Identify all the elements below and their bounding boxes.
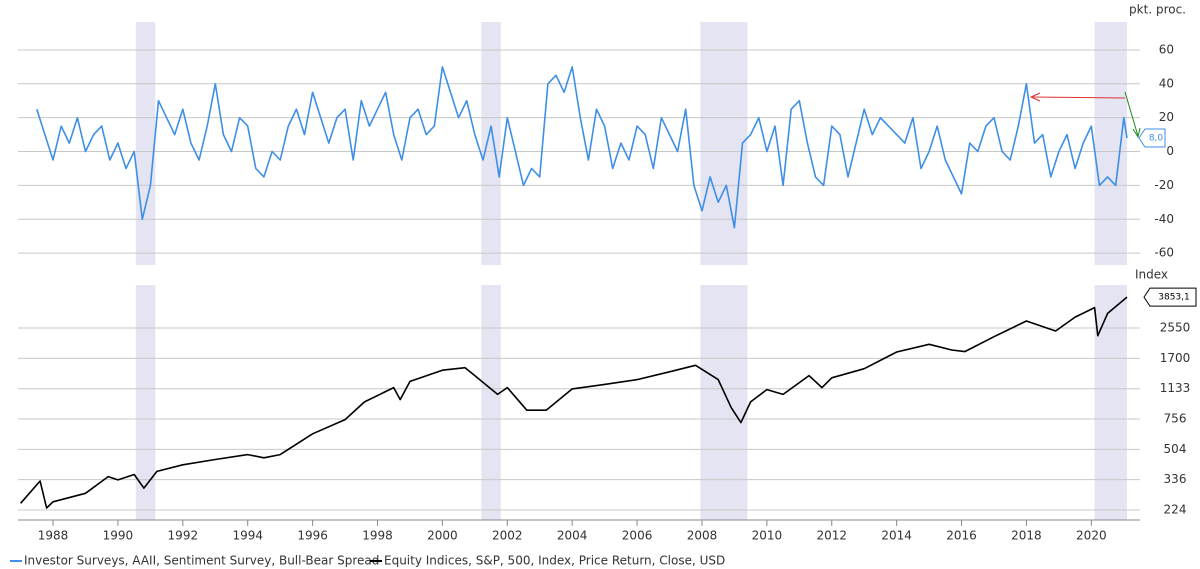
- last-value-flag: [1143, 287, 1197, 307]
- y-tick-label: 1133: [1160, 381, 1191, 395]
- x-tick-label: 1988: [38, 529, 69, 543]
- y-tick-label: -20: [1154, 178, 1174, 192]
- x-tick-label: 2016: [946, 529, 977, 543]
- y-axis-label: pkt. proc.: [1129, 3, 1186, 17]
- annotation-arrowhead: [1029, 92, 1041, 102]
- y-axis-label: Index: [1135, 268, 1168, 282]
- shaded-range: [700, 285, 748, 520]
- annotation-arrow: [1031, 96, 1126, 99]
- y-tick-label: -40: [1154, 212, 1174, 226]
- x-tick-label: 2014: [881, 529, 912, 543]
- y-tick-label: 2550: [1160, 321, 1191, 335]
- x-tick-label: 1992: [168, 529, 199, 543]
- legend-label: Investor Surveys, AAII, Sentiment Survey…: [24, 554, 379, 568]
- y-tick-label: -60: [1154, 246, 1174, 260]
- shaded-range: [481, 285, 501, 520]
- last-value-label: 8,0: [1149, 133, 1164, 143]
- x-tick-label: 2006: [622, 529, 653, 543]
- shaded-range: [135, 285, 156, 520]
- y-tick-label: 0: [1166, 144, 1174, 158]
- y-tick-label: 756: [1164, 411, 1187, 425]
- y-tick-label: 60: [1159, 42, 1174, 56]
- y-tick-label: 224: [1164, 503, 1187, 517]
- x-tick-label: 2000: [427, 529, 458, 543]
- x-tick-label: 2002: [492, 529, 523, 543]
- shaded-range: [1094, 285, 1128, 520]
- annotation-arrowhead: [1132, 127, 1141, 139]
- legend-label: Equity Indices, S&P, 500, Index, Price R…: [384, 554, 725, 568]
- y-tick-label: 40: [1159, 76, 1174, 90]
- shaded-range: [1094, 22, 1128, 265]
- x-tick-label: 2020: [1076, 529, 1107, 543]
- x-tick-label: 2018: [1011, 529, 1042, 543]
- y-tick-label: 504: [1164, 442, 1187, 456]
- y-tick-label: 1700: [1160, 351, 1191, 365]
- x-tick-label: 2012: [816, 529, 847, 543]
- last-value-flag: [1138, 128, 1166, 148]
- x-tick-label: 2010: [752, 529, 783, 543]
- x-tick-label: 2008: [687, 529, 718, 543]
- shaded-range: [135, 22, 156, 265]
- series-line: [36, 66, 1128, 229]
- x-tick-label: 1990: [103, 529, 134, 543]
- shaded-range: [700, 22, 748, 265]
- y-tick-label: 336: [1164, 472, 1187, 486]
- x-tick-label: 1994: [232, 529, 263, 543]
- x-tick-label: 2004: [557, 529, 588, 543]
- x-tick-label: 1996: [297, 529, 328, 543]
- last-value-label: 3853,1: [1158, 293, 1190, 303]
- y-tick-label: 20: [1159, 110, 1174, 124]
- annotation-arrow: [1124, 91, 1139, 137]
- series-line: [19, 296, 1128, 509]
- x-tick-label: 1998: [362, 529, 393, 543]
- shaded-range: [481, 22, 501, 265]
